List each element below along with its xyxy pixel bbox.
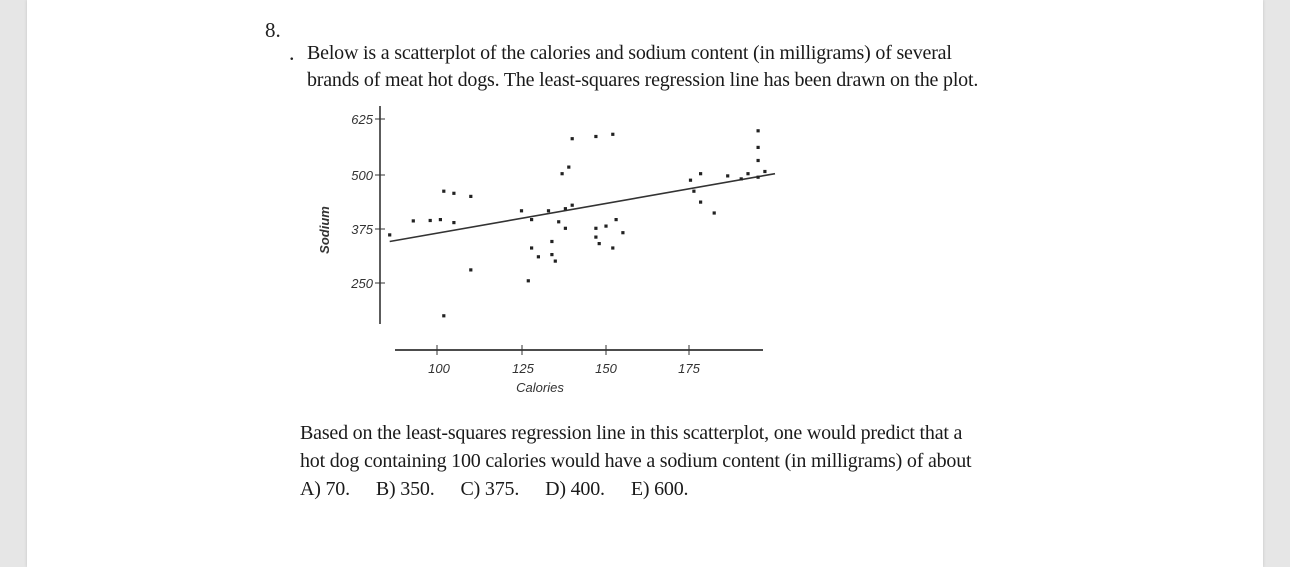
data-point-42 (739, 177, 743, 181)
choice-a[interactable]: A) 70. (300, 478, 350, 500)
data-point-47 (756, 145, 760, 149)
data-point-37 (692, 189, 696, 193)
data-point-19 (550, 253, 554, 257)
worksheet-page: 8. . Below is a scatterplot of the calor… (27, 0, 1263, 567)
intro-line-1: Below is a scatterplot of the calories a… (307, 42, 952, 64)
data-point-1 (388, 233, 392, 237)
data-point-12 (530, 218, 534, 222)
data-point-10 (442, 314, 446, 318)
x-tick-label-100: 100 (428, 361, 450, 376)
data-point-27 (594, 134, 598, 139)
data-point-34 (621, 231, 625, 235)
y-tick-label-500: 500 (351, 168, 373, 183)
data-point-21 (570, 203, 574, 207)
data-point-20 (563, 207, 567, 211)
data-point-29 (594, 235, 598, 239)
choice-b[interactable]: B) 350. (375, 478, 435, 500)
y-tick-label-250: 250 (350, 276, 373, 291)
question-number: 8. (265, 18, 281, 42)
prompt-line-2: hot dog containing 100 calories would ha… (300, 450, 972, 472)
data-point-39 (712, 211, 716, 215)
data-point-26 (570, 137, 574, 141)
data-point-24 (560, 172, 564, 176)
question-prompt: Based on the least-squares regression li… (300, 419, 972, 503)
data-point-30 (604, 224, 608, 228)
y-tick-label-375: 375 (351, 222, 373, 237)
choice-d[interactable]: D) 400. (545, 478, 605, 500)
data-point-32 (611, 246, 615, 250)
x-tick-label-175: 175 (678, 361, 700, 376)
x-ticks: 100 125 150 175 (428, 345, 701, 376)
scatterplot: 625 500 375 250 100 125 150 175 Calories… (317, 106, 776, 395)
data-point-31 (597, 242, 601, 246)
data-point-15 (526, 279, 530, 283)
prompt-line-1: Based on the least-squares regression li… (300, 422, 963, 444)
data-point-3 (428, 218, 432, 223)
data-point-8 (469, 194, 473, 198)
regression-line (389, 172, 776, 243)
choice-c[interactable]: C) 375. (460, 478, 520, 500)
x-tick-label-125: 125 (512, 361, 534, 376)
data-point-16 (546, 209, 551, 213)
data-point-40 (699, 172, 703, 176)
data-point-5 (452, 221, 456, 225)
data-point-38 (699, 200, 703, 204)
data-point-22 (563, 226, 567, 230)
data-point-36 (688, 178, 693, 182)
y-ticks: 625 500 375 250 (350, 112, 385, 291)
data-point-17 (557, 220, 561, 224)
data-point-13 (530, 246, 534, 250)
data-point-6 (442, 189, 446, 193)
x-tick-label-150: 150 (595, 361, 617, 376)
data-point-7 (452, 191, 456, 195)
data-point-48 (756, 129, 760, 133)
intro-line-2: brands of meat hot dogs. The least-squar… (307, 69, 979, 91)
data-point-23 (553, 259, 557, 263)
data-point-33 (614, 218, 618, 222)
data-point-14 (536, 255, 540, 259)
data-points (388, 129, 767, 318)
answer-choices: A) 70. B) 350. C) 375. D) 400. E) 600. (300, 475, 971, 503)
data-point-25 (567, 165, 571, 169)
data-point-35 (611, 132, 615, 136)
data-point-9 (469, 268, 473, 272)
data-point-43 (746, 172, 750, 176)
data-point-11 (519, 209, 524, 213)
x-axis-label: Calories (516, 380, 564, 395)
data-point-41 (726, 174, 730, 178)
data-point-4 (438, 218, 442, 222)
data-point-46 (756, 158, 760, 163)
data-point-2 (411, 219, 415, 223)
y-axis-label: Sodium (317, 206, 332, 254)
question-bullet: . (289, 40, 295, 65)
data-point-45 (763, 169, 767, 174)
data-point-18 (550, 239, 554, 244)
y-tick-label-625: 625 (351, 112, 373, 127)
question-intro: Below is a scatterplot of the calories a… (307, 40, 978, 94)
data-point-28 (594, 226, 598, 230)
data-point-44 (756, 175, 760, 179)
choice-e[interactable]: E) 600. (630, 478, 689, 500)
